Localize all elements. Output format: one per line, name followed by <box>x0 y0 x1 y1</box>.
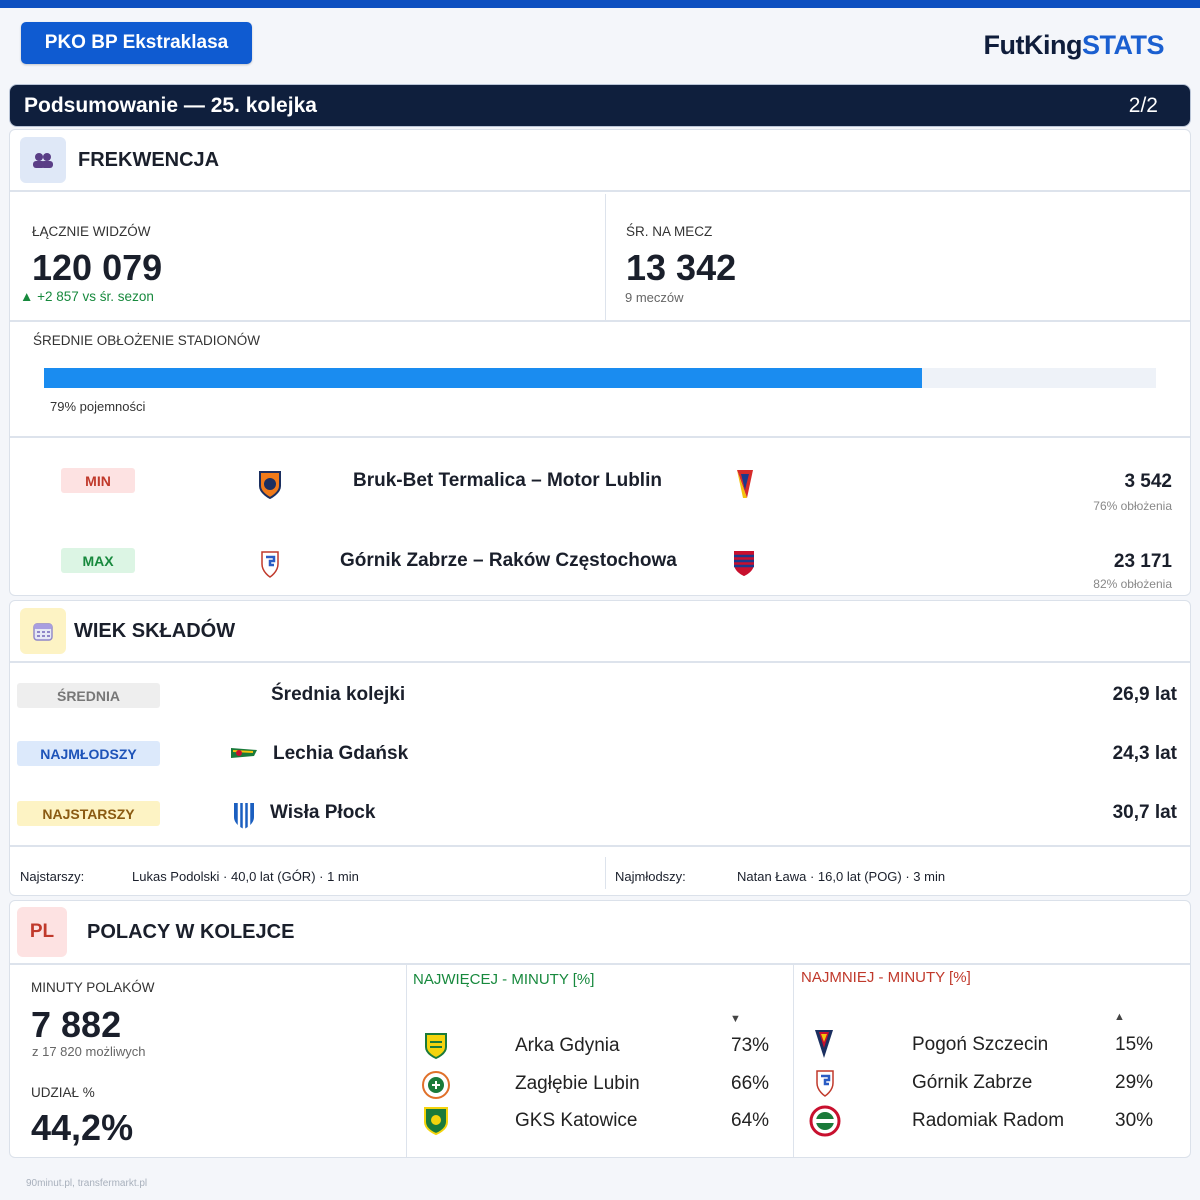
poles-minutes-label: MINUTY POLAKÓW <box>31 980 155 995</box>
total-spectators-label: ŁĄCZNIE WIDZÓW <box>32 224 151 239</box>
min-tag: MIN <box>61 468 135 493</box>
youngest-player-value: Natan Ława · 16,0 lat (POG) · 3 min <box>737 869 946 884</box>
summary-header: Podsumowanie — 25. kolejka 2/2 <box>9 84 1191 127</box>
gornik-zabrze-crest-icon <box>812 1067 838 1099</box>
radomiak-radom-crest-icon <box>808 1104 842 1138</box>
average-tag: ŚREDNIA <box>17 683 160 708</box>
squad-age-card: WIEK SKŁADÓW ŚREDNIA Średnia kolejki 26,… <box>9 600 1191 896</box>
up-arrow-icon: ▲ <box>20 289 34 304</box>
wisla-plock-crest-icon <box>231 800 257 832</box>
gornik-zabrze-crest-icon <box>256 548 284 580</box>
least-team-1: Pogoń Szczecin <box>912 1034 1049 1055</box>
least-minutes-title: NAJMNIEJ - MINUTY [%] <box>801 969 971 986</box>
most-minutes-title: NAJWIĘCEJ - MINUTY [%] <box>413 971 595 988</box>
poles-share-label: UDZIAŁ % <box>31 1085 95 1100</box>
rakow-crest-icon <box>729 547 759 579</box>
max-match: Górnik Zabrze – Raków Częstochowa <box>340 550 677 571</box>
arka-gdynia-crest-icon <box>422 1031 450 1061</box>
occupancy-bar-track <box>44 368 1156 388</box>
most-team-1: Arka Gdynia <box>515 1035 620 1056</box>
oldest-age-value: 30,7 lat <box>1112 802 1177 823</box>
least-team-3: Radomiak Radom <box>912 1110 1065 1131</box>
least-team-2: Górnik Zabrze <box>912 1072 1033 1093</box>
header-title: Podsumowanie — 25. kolejka <box>24 93 317 117</box>
youngest-player-label: Najmłodszy: <box>615 869 686 884</box>
poles-card: PL POLACY W KOLEJCE MINUTY POLAKÓW 7 882… <box>9 900 1191 1158</box>
youngest-tag: NAJMŁODSZY <box>17 741 160 766</box>
max-tag: MAX <box>61 548 135 573</box>
poles-minutes-possible: z 17 820 możliwych <box>32 1044 146 1059</box>
divider <box>10 845 1190 847</box>
sources-footer: 90minut.pl, transfermarkt.pl <box>26 1178 148 1189</box>
people-icon <box>20 137 66 183</box>
poles-share-value: 44,2% <box>31 1107 134 1148</box>
min-match: Bruk-Bet Termalica – Motor Lublin <box>353 470 662 491</box>
calendar-icon <box>20 608 66 654</box>
poles-section-header: PL POLACY W KOLEJCE <box>10 901 1190 965</box>
avg-per-match-value: 13 342 <box>626 247 737 288</box>
max-attendance-value: 23 171 <box>1113 551 1172 572</box>
divider <box>605 194 606 320</box>
total-spectators-value: 120 079 <box>32 247 163 288</box>
bruk-bet-crest-icon <box>256 468 284 500</box>
min-attendance-value: 3 542 <box>1124 471 1172 492</box>
most-pct-3: 64% <box>731 1110 770 1131</box>
total-delta: ▲ +2 857 vs śr. sezon <box>20 289 154 304</box>
gks-katowice-crest-icon <box>422 1105 450 1137</box>
occupancy-bar-fill <box>44 368 923 388</box>
divider <box>10 436 1190 438</box>
top-accent-bar <box>0 0 1200 8</box>
poles-title: POLACY W KOLEJCE <box>87 920 295 943</box>
most-team-2: Zagłębie Lubin <box>515 1073 640 1094</box>
sort-asc-icon[interactable]: ▲ <box>1114 1011 1125 1023</box>
motor-lublin-crest-icon <box>731 467 759 501</box>
divider <box>793 965 794 1157</box>
zaglebie-lubin-crest-icon <box>420 1069 452 1101</box>
divider <box>605 857 606 889</box>
oldest-tag: NAJSTARSZY <box>17 801 160 826</box>
divider <box>406 965 407 1157</box>
max-occupancy: 82% obłożenia <box>1093 577 1172 591</box>
min-occupancy: 76% obłożenia <box>1093 499 1172 513</box>
attendance-title: FREKWENCJA <box>78 148 220 171</box>
average-age-value: 26,9 lat <box>1112 684 1177 705</box>
matches-count: 9 meczów <box>625 290 684 305</box>
oldest-team: Wisła Płock <box>270 802 376 823</box>
squad-age-section-header: WIEK SKŁADÓW <box>10 601 1190 663</box>
most-pct-2: 66% <box>731 1073 770 1094</box>
lechia-gdansk-crest-icon <box>229 742 259 766</box>
poles-minutes-value: 7 882 <box>31 1004 122 1045</box>
pl-flag-icon: PL <box>17 907 67 957</box>
least-pct-2: 29% <box>1115 1072 1154 1093</box>
oldest-player-label: Najstarszy: <box>20 869 85 884</box>
avg-per-match-label: ŚR. NA MECZ <box>626 224 713 239</box>
divider <box>10 320 1190 322</box>
most-pct-1: 73% <box>731 1035 770 1056</box>
oldest-player-value: Lukas Podolski · 40,0 lat (GÓR) · 1 min <box>132 869 359 884</box>
sort-desc-icon[interactable]: ▼ <box>730 1013 741 1025</box>
attendance-section-header: FREKWENCJA <box>10 130 1190 192</box>
page-indicator: 2/2 <box>1128 93 1158 117</box>
occupancy-text: 79% pojemności <box>50 399 146 414</box>
attendance-card: FREKWENCJA ŁĄCZNIE WIDZÓW 120 079 ▲ +2 8… <box>9 129 1191 596</box>
most-team-3: GKS Katowice <box>515 1110 638 1131</box>
least-pct-1: 15% <box>1115 1034 1154 1055</box>
pogon-szczecin-crest-icon <box>810 1027 838 1061</box>
average-label: Średnia kolejki <box>271 684 406 705</box>
brand-logo: FutKingSTATS <box>983 30 1165 60</box>
squad-age-title: WIEK SKŁADÓW <box>74 619 236 642</box>
least-pct-3: 30% <box>1115 1110 1154 1131</box>
youngest-age-value: 24,3 lat <box>1112 743 1177 764</box>
youngest-team: Lechia Gdańsk <box>273 743 409 764</box>
occupancy-label: ŚREDNIE OBŁOŻENIE STADIONÓW <box>33 333 261 348</box>
league-badge[interactable]: PKO BP Ekstraklasa <box>21 22 252 64</box>
